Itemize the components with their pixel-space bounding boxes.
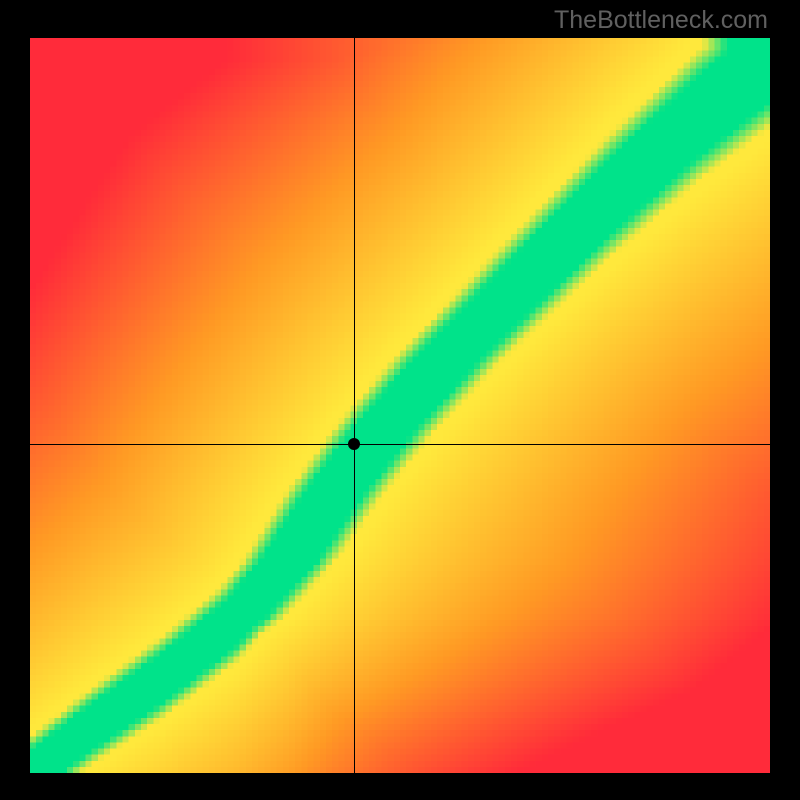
watermark-text: TheBottleneck.com — [554, 6, 768, 35]
crosshair-horizontal — [30, 444, 770, 445]
crosshair-vertical — [354, 38, 355, 773]
heatmap-plot — [30, 38, 770, 773]
data-point-marker — [348, 438, 360, 450]
heatmap-canvas — [30, 38, 770, 773]
